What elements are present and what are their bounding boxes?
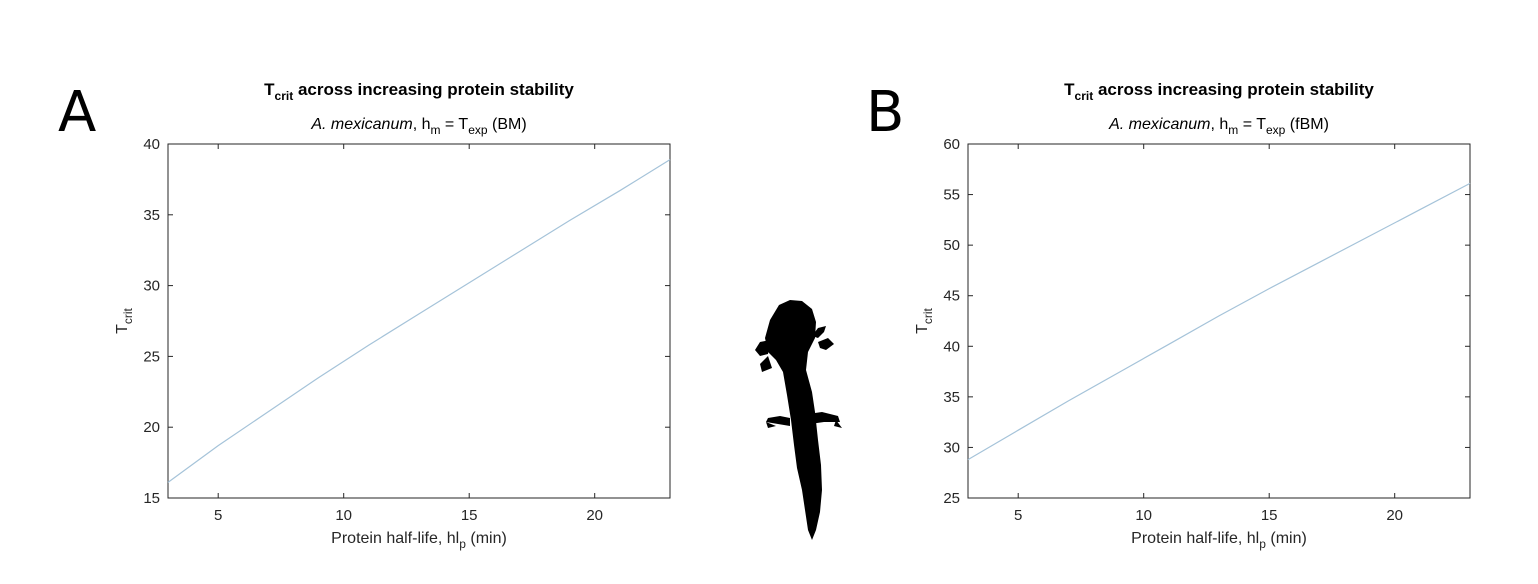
chart-b-y-tick-label: 50 xyxy=(943,237,960,254)
chart-b-y-tick-label: 35 xyxy=(943,389,960,406)
chart-b-x-tick-label: 15 xyxy=(1261,507,1278,524)
chart-a-y-tick-label: 30 xyxy=(143,278,160,295)
chart-a-x-tick-label: 20 xyxy=(586,507,603,524)
chart-b-y-tick-label: 30 xyxy=(943,439,960,456)
chart-b: Tcrit across increasing protein stabilit… xyxy=(914,80,1471,551)
chart-b-y-axis-label: Tcrit xyxy=(914,307,935,333)
chart-a-x-axis-label: Protein half-life, hlp (min) xyxy=(331,530,507,551)
chart-a-y-tick-label: 20 xyxy=(143,419,160,436)
chart-b-title: Tcrit across increasing protein stabilit… xyxy=(1064,80,1374,103)
chart-b-series-line xyxy=(967,182,1471,461)
chart-b-y-tick-label: 60 xyxy=(943,136,960,153)
chart-b-x-tick-label: 10 xyxy=(1135,507,1152,524)
chart-a-y-axis-label: Tcrit xyxy=(114,307,135,333)
chart-a-ticks xyxy=(168,143,670,499)
chart-a-series-line xyxy=(167,159,671,483)
chart-b-y-tick-label: 55 xyxy=(943,187,960,204)
chart-a-title: Tcrit across increasing protein stabilit… xyxy=(264,80,574,103)
chart-a-tick-labels: 5 10 15 20 15 20 25 30 35 40 xyxy=(143,136,603,524)
chart-a-x-tick-label: 5 xyxy=(214,507,222,524)
chart-b-tick-labels: 5 10 15 20 25 30 35 40 45 50 55 60 xyxy=(943,136,1403,524)
panel-letter-a: A xyxy=(58,80,96,145)
panel-letter-b: B xyxy=(866,80,904,145)
chart-b-x-tick-label: 20 xyxy=(1386,507,1403,524)
chart-b-y-tick-label: 40 xyxy=(943,338,960,355)
axolotl-silhouette-icon xyxy=(755,300,842,540)
chart-a-subtitle: A. mexicanum, hm = Texp (BM) xyxy=(310,116,526,137)
chart-a-axes-box xyxy=(167,143,671,499)
chart-a-x-tick-label: 15 xyxy=(461,507,478,524)
chart-a-x-tick-label: 10 xyxy=(335,507,352,524)
chart-b-ticks xyxy=(968,143,1470,499)
chart-a-y-tick-label: 25 xyxy=(143,348,160,365)
chart-a-y-tick-label: 40 xyxy=(143,136,160,153)
chart-a-y-tick-label: 35 xyxy=(143,207,160,224)
chart-b-y-tick-label: 45 xyxy=(943,288,960,305)
chart-b-subtitle: A. mexicanum, hm = Texp (fBM) xyxy=(1108,116,1329,137)
chart-a-y-tick-label: 15 xyxy=(143,490,160,507)
chart-b-axes-box xyxy=(967,143,1471,499)
chart-b-x-tick-label: 5 xyxy=(1014,507,1022,524)
chart-b-x-axis-label: Protein half-life, hlp (min) xyxy=(1131,530,1307,551)
chart-b-y-tick-label: 25 xyxy=(943,490,960,507)
chart-a: Tcrit across increasing protein stabilit… xyxy=(114,80,671,551)
